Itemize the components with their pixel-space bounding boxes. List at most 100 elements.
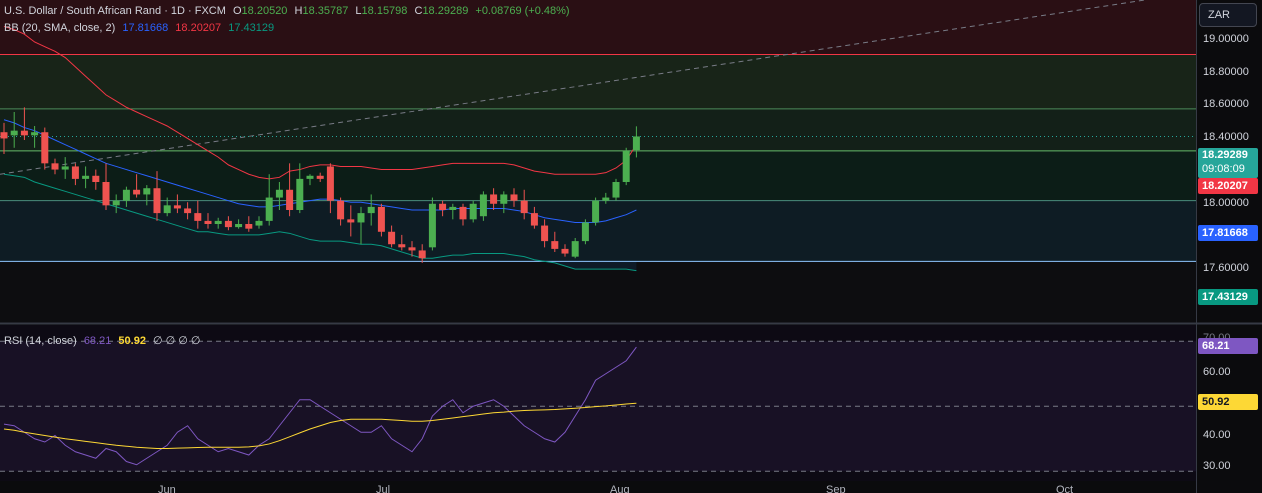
- candle-body: [469, 203, 477, 220]
- candle-body: [51, 163, 59, 170]
- drawing-upper-zone: [0, 54, 1196, 109]
- high-value: 18.35787: [302, 5, 349, 17]
- close-label: C: [414, 5, 423, 17]
- candle-body: [377, 206, 385, 232]
- candle-body: [122, 189, 130, 201]
- price-tick-17-60: 17.60000: [1203, 262, 1249, 274]
- bb-lower-tag: 17.43129: [1198, 289, 1258, 305]
- candle-body: [357, 213, 365, 223]
- price-tick-18-40: 18.40000: [1203, 131, 1249, 143]
- candle-body: [112, 200, 120, 206]
- close-value: 18.29289: [422, 5, 469, 17]
- candle-body: [31, 132, 39, 136]
- candle-body: [612, 182, 620, 198]
- time-label-sep: Sep: [826, 484, 846, 493]
- grid-layer: [0, 0, 1196, 175]
- candle-body: [592, 200, 600, 223]
- candle-body: [71, 166, 79, 179]
- trend-line: [0, 0, 1149, 175]
- time-label-jun: Jun: [158, 484, 176, 493]
- bb-basis-value: 17.81668: [122, 22, 169, 34]
- bb-basis-tag: 17.81668: [1198, 225, 1258, 241]
- candle-body: [214, 220, 222, 224]
- candle-body: [316, 175, 324, 179]
- low-value: 18.15798: [361, 5, 408, 17]
- time-label-oct: Oct: [1056, 484, 1074, 493]
- candle-body: [632, 136, 640, 151]
- rsi-tick-40: 40.00: [1203, 429, 1231, 441]
- open-label: O: [232, 5, 242, 17]
- candle-body: [92, 175, 100, 182]
- bb-upper-value: 18.20207: [175, 22, 222, 34]
- candle-body: [0, 132, 8, 139]
- open-value: 18.20520: [241, 5, 288, 17]
- candle-body: [449, 206, 457, 210]
- bb-upper-line: [3, 25, 637, 180]
- candle-body: [143, 188, 151, 195]
- candle-body: [133, 189, 141, 195]
- drawing-lower-zone: [0, 150, 1196, 201]
- rsi-legend[interactable]: RSI (14, close) 68.21 50.92 ∅ ∅ ∅ ∅: [4, 334, 205, 347]
- candle-body: [265, 197, 273, 221]
- candle-body: [173, 205, 181, 209]
- time-axis-background: [0, 481, 1196, 493]
- candle-body: [602, 197, 610, 201]
- candle-body: [510, 194, 518, 201]
- rsi-background: [0, 325, 1196, 481]
- candle-body: [286, 189, 294, 210]
- candle-body: [622, 150, 630, 182]
- candle-body: [41, 132, 49, 164]
- candle-body: [428, 203, 436, 248]
- candle-body: [408, 247, 416, 251]
- candle-body: [418, 250, 426, 259]
- candle-body: [561, 248, 569, 254]
- low-label: L: [355, 5, 362, 17]
- price-tick-18-80: 18.80000: [1203, 66, 1249, 78]
- time-label-aug: Aug: [610, 484, 630, 493]
- price-tick-19-00: 19.00000: [1203, 33, 1249, 45]
- drawing-top-zone: [0, 0, 1196, 55]
- candle-body: [10, 130, 18, 136]
- candle-body: [163, 205, 171, 214]
- rsi-pane: [0, 325, 1196, 481]
- bb-legend[interactable]: BB (20, SMA, close, 2) 17.81668 18.20207…: [4, 22, 278, 34]
- candles: [0, 107, 640, 263]
- rsi-ma-value: 50.92: [118, 335, 146, 347]
- candle-body: [398, 244, 406, 248]
- bb-lower-value: 17.43129: [228, 22, 275, 34]
- time-label-jul: Jul: [376, 484, 391, 493]
- symbol-legend[interactable]: U.S. Dollar / South African Rand · 1D · …: [4, 5, 574, 17]
- candle-body: [296, 178, 304, 210]
- candle-body: [439, 203, 447, 210]
- candle-body: [388, 231, 396, 245]
- candle-body: [153, 188, 161, 214]
- candle-body: [82, 175, 90, 179]
- change-value: +0.08769 (+0.48%): [475, 5, 570, 17]
- rsi-value: 68.21: [83, 335, 112, 347]
- candle-body: [530, 213, 538, 226]
- candle-body: [20, 130, 28, 136]
- candle-body: [235, 224, 243, 228]
- rsi-tick-70-partial: 70.00: [1203, 332, 1231, 338]
- candle-body: [337, 200, 345, 220]
- candle-body: [275, 189, 283, 198]
- candle-body: [551, 241, 559, 249]
- candle-body: [500, 194, 508, 204]
- candle-body: [479, 194, 487, 217]
- last-price-value: 18.29289: [1202, 149, 1248, 161]
- candle-body: [61, 166, 69, 170]
- candle-body: [255, 220, 263, 226]
- price-tick-18-00: 18.00000: [1203, 197, 1249, 209]
- candle-body: [520, 200, 528, 214]
- candle-body: [194, 213, 202, 221]
- rsi-ma-line: [3, 402, 637, 449]
- rsi-tick-60: 60.00: [1203, 366, 1231, 378]
- candle-body: [581, 222, 589, 242]
- candle-body: [541, 225, 549, 242]
- currency-button[interactable]: ZAR: [1199, 3, 1257, 27]
- high-label: H: [294, 5, 303, 17]
- bb-label: BB (20, SMA, close, 2): [4, 22, 116, 34]
